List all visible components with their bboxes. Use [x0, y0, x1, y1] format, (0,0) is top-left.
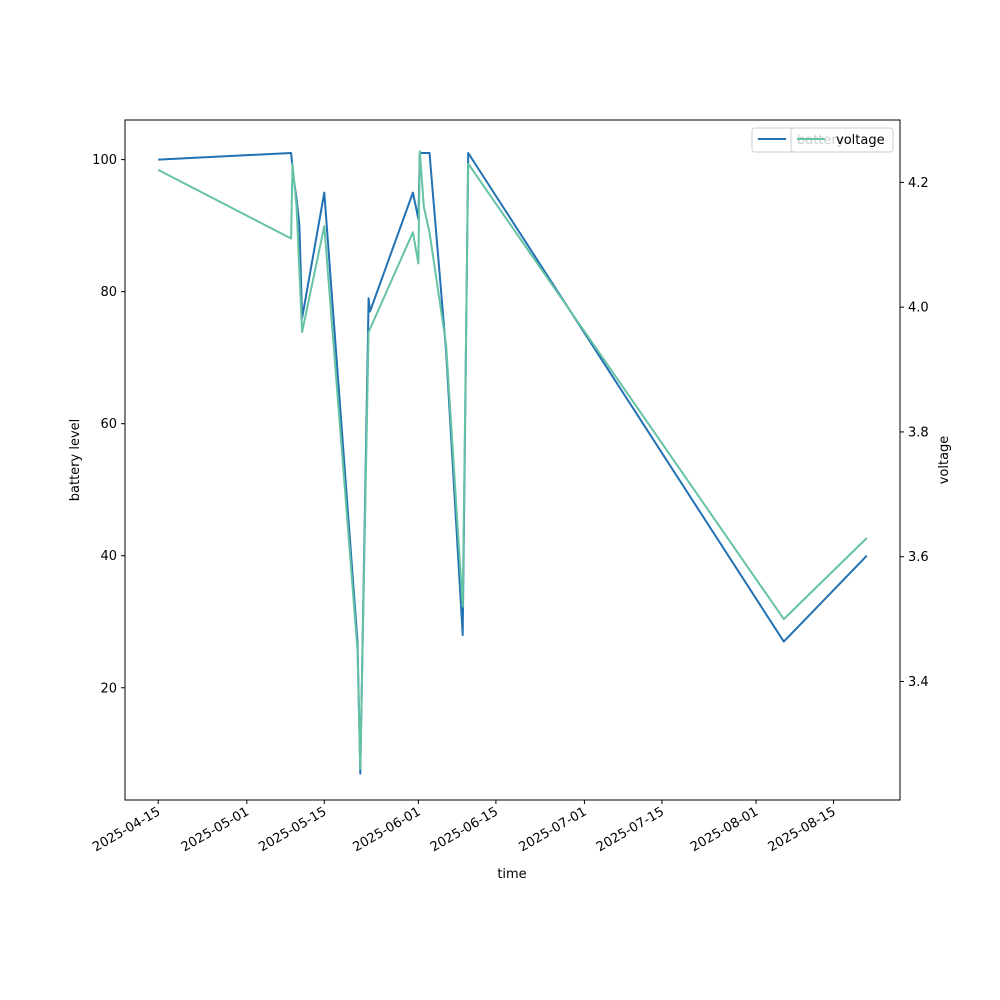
series-line-battery [158, 152, 868, 775]
series-point-battery [368, 298, 370, 300]
series-point-voltage [157, 169, 159, 171]
x-tick-label: 2025-07-15 [594, 804, 667, 855]
series-point-battery [412, 192, 414, 194]
y2-tick-label: 4.0 [908, 301, 929, 316]
y-tick-label: 20 [100, 681, 117, 696]
series-point-voltage [783, 618, 785, 620]
series-point-voltage [292, 163, 294, 165]
y-axis-label: battery level [68, 419, 83, 502]
legend-secondary-box [790, 127, 894, 153]
series-point-voltage [290, 238, 292, 240]
x-tick-label: 2025-06-01 [350, 804, 423, 855]
series-point-battery [360, 773, 362, 775]
x-tick-label: 2025-07-01 [517, 804, 590, 855]
series-point-voltage [357, 650, 359, 652]
plot-lines [157, 150, 868, 775]
y-axis-right: 3.4 3.6 3.8 4.0 4.2 [900, 176, 929, 690]
y-tick-label: 80 [100, 285, 117, 300]
series-point-voltage [445, 344, 447, 346]
series-point-voltage [423, 207, 425, 209]
plot-frame [124, 119, 901, 801]
legend-secondary: voltage [790, 127, 894, 153]
series-point-battery [157, 159, 159, 161]
series-point-voltage [467, 163, 469, 165]
series-point-battery [290, 152, 292, 154]
x-axis: 2025-04-15 2025-05-01 2025-05-15 2025-06-01… [90, 800, 839, 855]
y2-tick-label: 3.4 [908, 675, 929, 690]
y-tick-label: 60 [100, 417, 117, 432]
series-point-voltage [368, 331, 370, 333]
series-point-battery [462, 634, 464, 636]
series-point-voltage [360, 768, 362, 770]
series-point-battery [783, 641, 785, 643]
series-line-voltage [157, 150, 868, 770]
series-point-battery [299, 225, 301, 227]
x-tick-label: 2025-05-01 [179, 804, 252, 855]
x-tick-label: 2025-05-15 [256, 804, 329, 855]
series-point-voltage [296, 207, 298, 209]
series-point-voltage [429, 232, 431, 234]
series-point-voltage [419, 150, 421, 152]
series-point-battery [467, 152, 469, 154]
series-point-voltage [412, 232, 414, 234]
y-axis-left: 20 40 60 80 100 [92, 153, 125, 696]
series-point-battery [369, 311, 371, 313]
series-point-battery [866, 555, 868, 557]
x-tick-label: 2025-04-15 [90, 804, 163, 855]
series-point-voltage [301, 331, 303, 333]
series-point-voltage [462, 606, 464, 608]
y2-tick-label: 3.8 [908, 425, 929, 440]
series-point-voltage [866, 537, 868, 539]
y2-tick-label: 3.6 [908, 550, 929, 565]
series-point-battery [429, 152, 431, 154]
legend-secondary-label: voltage [836, 133, 885, 148]
y-tick-label: 40 [100, 549, 117, 564]
series-point-voltage [418, 263, 420, 265]
y-tick-label: 100 [92, 153, 117, 168]
x-tick-label: 2025-08-15 [766, 804, 839, 855]
x-axis-label: time [497, 867, 526, 882]
y2-axis-label: voltage [937, 436, 952, 485]
x-tick-label: 2025-06-15 [428, 804, 501, 855]
series-point-voltage [324, 225, 326, 227]
series-point-battery [324, 192, 326, 194]
y2-tick-label: 4.2 [908, 176, 929, 191]
x-tick-label: 2025-08-01 [688, 804, 761, 855]
